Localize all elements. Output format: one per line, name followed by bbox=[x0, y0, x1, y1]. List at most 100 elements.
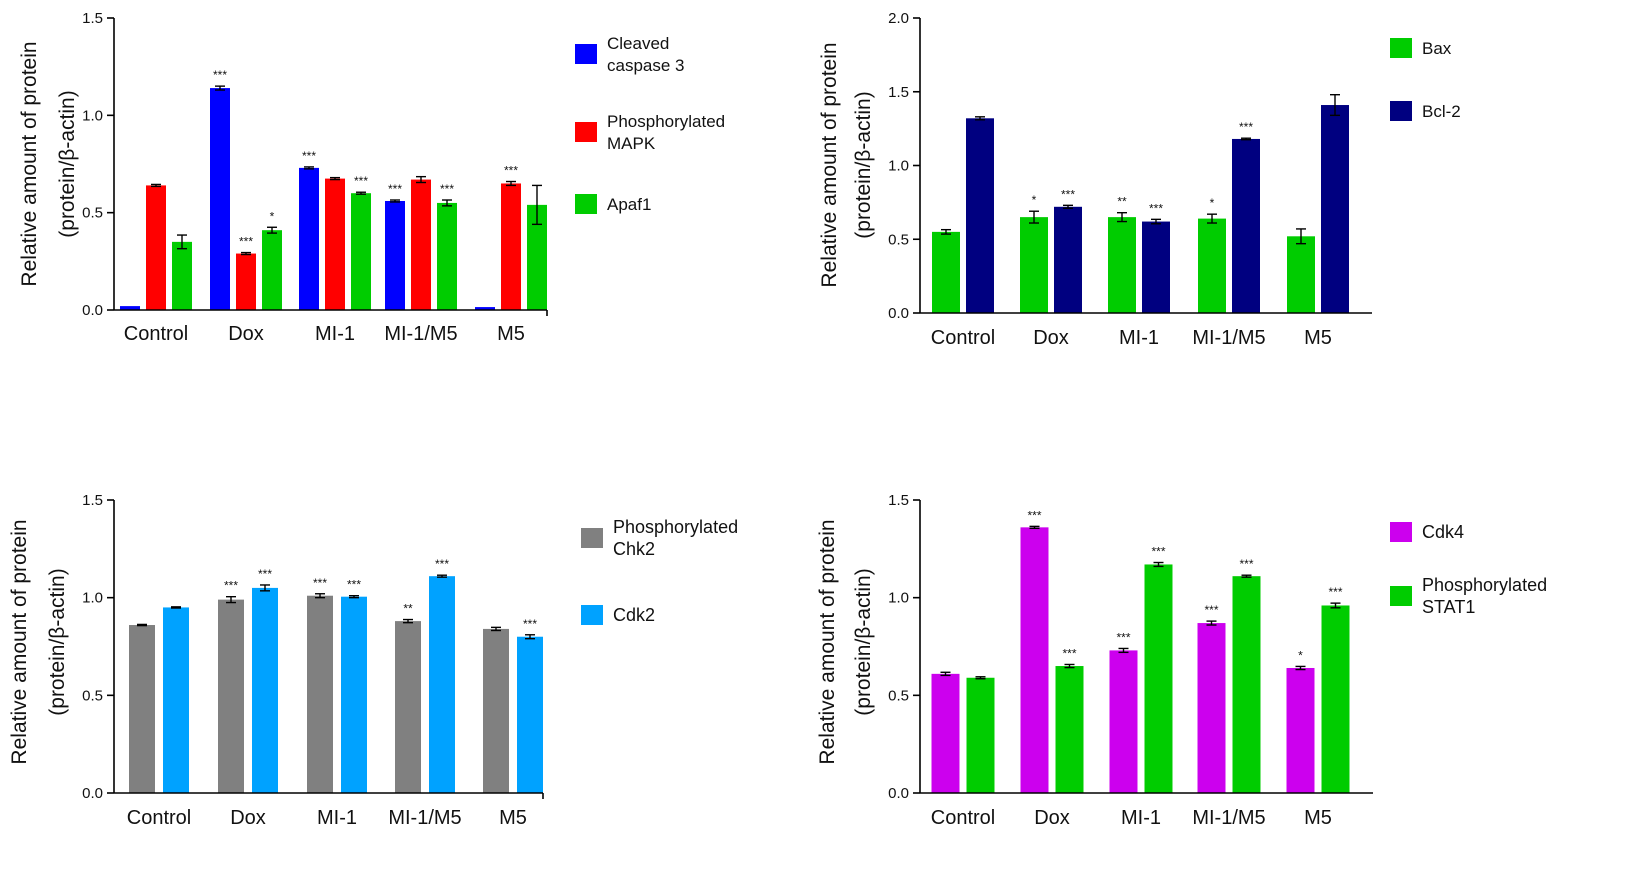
y-tick-label: 1.0 bbox=[82, 107, 103, 124]
legend-swatch bbox=[575, 122, 597, 142]
bar-2-4 bbox=[1232, 576, 1261, 793]
significance-marker: * bbox=[270, 209, 275, 223]
bar-2-2 bbox=[252, 587, 278, 793]
error-bar bbox=[403, 618, 413, 624]
y-tick-label: 1.0 bbox=[888, 590, 909, 607]
significance-marker: * bbox=[1298, 648, 1303, 662]
error-bar bbox=[1207, 213, 1217, 224]
significance-marker: *** bbox=[313, 576, 327, 590]
y-tick-label: 0.5 bbox=[82, 687, 103, 704]
bar-1-5 bbox=[475, 307, 495, 310]
significance-marker: *** bbox=[1151, 545, 1165, 559]
error-bar bbox=[226, 595, 236, 604]
y-tick-label: 1.5 bbox=[82, 10, 103, 27]
bar-3-2 bbox=[262, 230, 282, 310]
legend-label: Phosphorylated bbox=[607, 112, 725, 131]
bar-1-2 bbox=[218, 599, 244, 793]
x-category-label: Dox bbox=[1034, 807, 1070, 829]
x-category-label: Dox bbox=[228, 323, 264, 345]
legend-label: STAT1 bbox=[1422, 597, 1475, 617]
y-axis-label-units: (protein/β-actin) bbox=[46, 568, 69, 715]
error-bar bbox=[1296, 228, 1306, 245]
y-tick-label: 0.0 bbox=[82, 302, 103, 319]
y-tick-label: 1.5 bbox=[888, 84, 909, 101]
bar-2-4 bbox=[429, 576, 455, 793]
error-bar bbox=[177, 234, 187, 250]
legend-swatch bbox=[1390, 101, 1412, 121]
bar-2-4 bbox=[411, 179, 431, 310]
error-bar bbox=[1063, 204, 1073, 209]
error-bar bbox=[975, 116, 985, 121]
bar-1-1 bbox=[932, 231, 960, 313]
bar-1-5 bbox=[1286, 667, 1315, 793]
significance-marker: *** bbox=[1328, 585, 1342, 599]
x-category-label: Control bbox=[931, 327, 995, 349]
error-bar bbox=[525, 634, 535, 640]
error-bar bbox=[241, 251, 251, 256]
bar-2-1 bbox=[966, 118, 994, 313]
x-category-label: MI-1 bbox=[1121, 807, 1161, 829]
legend-label: caspase 3 bbox=[607, 56, 685, 75]
error-bar bbox=[1117, 211, 1127, 223]
error-bar bbox=[315, 593, 325, 599]
x-category-label: MI-1/M5 bbox=[1192, 807, 1265, 829]
bar-1-3 bbox=[1108, 217, 1136, 313]
chart-panel-2: Relative amount of protein (protein/β-act… bbox=[818, 10, 1461, 349]
error-bar bbox=[330, 176, 340, 181]
significance-marker: *** bbox=[523, 617, 537, 631]
x-category-label: MI-1 bbox=[315, 323, 355, 345]
error-bar bbox=[940, 671, 951, 677]
significance-marker: *** bbox=[388, 182, 402, 196]
significance-marker: *** bbox=[258, 567, 272, 581]
x-category-label: MI-1/M5 bbox=[384, 323, 457, 345]
y-axis-label-units: (protein/β-actin) bbox=[56, 90, 79, 237]
error-bar bbox=[416, 175, 426, 184]
bar-3-1 bbox=[172, 241, 192, 310]
x-category-label: Control bbox=[931, 807, 995, 829]
legend-label: Chk2 bbox=[613, 539, 655, 559]
y-tick-label: 0.5 bbox=[888, 231, 909, 248]
chart-panel-3: Relative amount of protein (protein/β-act… bbox=[8, 492, 738, 829]
legend-swatch bbox=[581, 605, 603, 625]
legend-label: Bax bbox=[1422, 39, 1452, 58]
y-tick-label: 0.0 bbox=[888, 305, 909, 322]
legend-swatch bbox=[1390, 38, 1412, 58]
error-bar bbox=[1241, 574, 1252, 578]
x-category-label: Control bbox=[127, 807, 191, 829]
x-category-label: MI-1 bbox=[1119, 327, 1159, 349]
significance-marker: *** bbox=[504, 164, 518, 178]
legend-swatch bbox=[581, 528, 603, 548]
error-bar bbox=[1241, 137, 1251, 141]
bar-1-4 bbox=[1198, 218, 1226, 313]
bar-1-5 bbox=[1287, 236, 1315, 313]
significance-marker: *** bbox=[1239, 557, 1253, 571]
y-axis-label-units: (protein/β-actin) bbox=[852, 91, 875, 238]
legend-swatch bbox=[575, 194, 597, 214]
significance-marker: *** bbox=[213, 68, 227, 82]
x-category-label: MI-1/M5 bbox=[388, 807, 461, 829]
legend-label: Cdk4 bbox=[1422, 522, 1464, 542]
x-category-label: M5 bbox=[1304, 327, 1332, 349]
significance-marker: * bbox=[1032, 193, 1037, 207]
error-bar bbox=[171, 606, 181, 609]
bar-2-1 bbox=[163, 607, 189, 793]
y-tick-label: 1.5 bbox=[82, 492, 103, 509]
error-bar bbox=[437, 574, 447, 578]
x-category-label: Control bbox=[124, 323, 188, 345]
bar-1-5 bbox=[483, 628, 509, 793]
y-tick-label: 0.0 bbox=[82, 785, 103, 802]
x-category-label: M5 bbox=[499, 807, 527, 829]
significance-marker: *** bbox=[1027, 508, 1041, 522]
bar-2-1 bbox=[146, 185, 166, 310]
error-bar bbox=[1295, 665, 1306, 671]
bar-3-3 bbox=[351, 193, 371, 310]
significance-marker: ** bbox=[403, 602, 413, 616]
error-bar bbox=[356, 191, 366, 195]
significance-marker: *** bbox=[440, 182, 454, 196]
x-category-label: M5 bbox=[1304, 807, 1332, 829]
significance-marker: *** bbox=[1116, 630, 1130, 644]
y-tick-label: 0.5 bbox=[888, 687, 909, 704]
legend-label: Apaf1 bbox=[607, 195, 651, 214]
